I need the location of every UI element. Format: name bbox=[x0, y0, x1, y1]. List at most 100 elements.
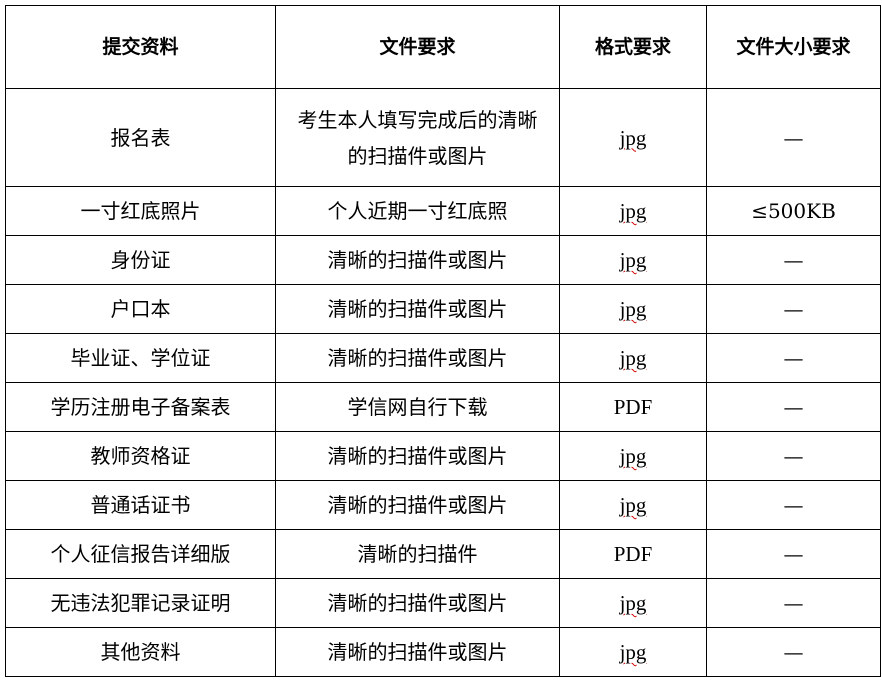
cell-requirement-text: 清晰的扫描件或图片 bbox=[327, 640, 508, 664]
table-row: 毕业证、学位证 清晰的扫描件或图片 jpg — bbox=[5, 333, 881, 383]
cell-size-text: — bbox=[783, 297, 804, 321]
cell-size: — bbox=[706, 431, 881, 481]
cell-material-text: 无违法犯罪记录证明 bbox=[50, 591, 231, 615]
cell-requirement-text: 清晰的扫描件或图片 bbox=[327, 248, 508, 272]
cell-format-text: jpg bbox=[619, 125, 647, 150]
cell-format-text: jpg bbox=[619, 199, 647, 223]
cell-size: — bbox=[706, 235, 881, 285]
cell-size: ≤500KB bbox=[706, 186, 881, 236]
cell-size: — bbox=[706, 284, 881, 334]
cell-material: 身份证 bbox=[5, 235, 276, 285]
cell-format-text: jpg bbox=[619, 444, 647, 468]
cell-size: — bbox=[706, 529, 881, 579]
cell-material-text: 一寸红底照片 bbox=[80, 199, 201, 223]
cell-format-text: jpg bbox=[619, 640, 647, 664]
cell-format-text: PDF bbox=[613, 395, 653, 419]
table-row: 普通话证书 清晰的扫描件或图片 jpg — bbox=[5, 480, 881, 530]
cell-requirement: 清晰的扫描件或图片 bbox=[275, 235, 560, 285]
cell-format: jpg bbox=[559, 284, 707, 334]
cell-size-text: ≤500KB bbox=[751, 199, 836, 223]
cell-requirement: 清晰的扫描件 bbox=[275, 529, 560, 579]
cell-size: — bbox=[706, 333, 881, 383]
cell-material: 无违法犯罪记录证明 bbox=[5, 578, 276, 628]
table-row: 个人征信报告详细版 清晰的扫描件 PDF — bbox=[5, 529, 881, 579]
cell-material-text: 其他资料 bbox=[100, 640, 181, 664]
cell-material: 学历注册电子备案表 bbox=[5, 382, 276, 432]
cell-requirement-text: 清晰的扫描件或图片 bbox=[327, 591, 508, 615]
materials-table: 提交资料 文件要求 格式要求 文件大小要求 报名表 考生本人填写完成后的清晰的扫描… bbox=[5, 5, 881, 677]
cell-requirement: 清晰的扫描件或图片 bbox=[275, 578, 560, 628]
cell-material: 教师资格证 bbox=[5, 431, 276, 481]
cell-format: jpg bbox=[559, 186, 707, 236]
table-row: 学历注册电子备案表 学信网自行下载 PDF — bbox=[5, 382, 881, 432]
cell-format: PDF bbox=[559, 529, 707, 579]
cell-material-text: 个人征信报告详细版 bbox=[50, 542, 231, 566]
cell-format-text: PDF bbox=[613, 542, 653, 566]
cell-requirement: 清晰的扫描件或图片 bbox=[275, 431, 560, 481]
header-requirement: 文件要求 bbox=[275, 5, 560, 89]
cell-size: — bbox=[706, 88, 881, 187]
table-row: 一寸红底照片 个人近期一寸红底照 jpg ≤500KB bbox=[5, 186, 881, 236]
cell-size-text: — bbox=[783, 640, 804, 664]
header-material: 提交资料 bbox=[5, 5, 276, 89]
cell-material: 户口本 bbox=[5, 284, 276, 334]
cell-format-text: jpg bbox=[619, 493, 647, 517]
table-header-row: 提交资料 文件要求 格式要求 文件大小要求 bbox=[5, 5, 881, 89]
cell-size-text: — bbox=[783, 591, 804, 615]
header-format: 格式要求 bbox=[559, 5, 707, 89]
cell-requirement-text: 清晰的扫描件或图片 bbox=[327, 493, 508, 517]
cell-requirement-text: 清晰的扫描件 bbox=[357, 542, 478, 566]
cell-size-text: — bbox=[783, 542, 804, 566]
table-row: 无违法犯罪记录证明 清晰的扫描件或图片 jpg — bbox=[5, 578, 881, 628]
cell-material: 一寸红底照片 bbox=[5, 186, 276, 236]
cell-material-text: 学历注册电子备案表 bbox=[50, 395, 231, 419]
cell-size-text: — bbox=[783, 248, 804, 272]
cell-format: PDF bbox=[559, 382, 707, 432]
cell-size-text: — bbox=[783, 346, 804, 370]
cell-size: — bbox=[706, 382, 881, 432]
cell-material: 个人征信报告详细版 bbox=[5, 529, 276, 579]
cell-material-text: 报名表 bbox=[110, 125, 171, 150]
cell-requirement-text: 考生本人填写完成后的清晰的扫描件或图片 bbox=[297, 107, 538, 168]
cell-format: jpg bbox=[559, 578, 707, 628]
cell-size: — bbox=[706, 480, 881, 530]
cell-requirement-text: 学信网自行下载 bbox=[347, 395, 488, 419]
cell-format: jpg bbox=[559, 88, 707, 187]
cell-requirement: 清晰的扫描件或图片 bbox=[275, 333, 560, 383]
cell-format: jpg bbox=[559, 235, 707, 285]
table-row: 报名表 考生本人填写完成后的清晰的扫描件或图片 jpg — bbox=[5, 88, 881, 187]
cell-format: jpg bbox=[559, 627, 707, 677]
cell-material: 报名表 bbox=[5, 88, 276, 187]
cell-material-text: 户口本 bbox=[110, 297, 171, 321]
cell-requirement: 清晰的扫描件或图片 bbox=[275, 627, 560, 677]
cell-material: 其他资料 bbox=[5, 627, 276, 677]
cell-size: — bbox=[706, 578, 881, 628]
cell-requirement-text: 个人近期一寸红底照 bbox=[327, 199, 508, 223]
cell-format: jpg bbox=[559, 431, 707, 481]
cell-format: jpg bbox=[559, 480, 707, 530]
cell-requirement: 清晰的扫描件或图片 bbox=[275, 480, 560, 530]
cell-requirement-text: 清晰的扫描件或图片 bbox=[327, 444, 508, 468]
cell-requirement: 学信网自行下载 bbox=[275, 382, 560, 432]
cell-material-text: 身份证 bbox=[110, 248, 171, 272]
cell-requirement: 考生本人填写完成后的清晰的扫描件或图片 bbox=[275, 88, 560, 187]
table-row: 其他资料 清晰的扫描件或图片 jpg — bbox=[5, 627, 881, 677]
table-row: 户口本 清晰的扫描件或图片 jpg — bbox=[5, 284, 881, 334]
cell-size-text: — bbox=[783, 444, 804, 468]
cell-material-text: 普通话证书 bbox=[90, 493, 191, 517]
cell-size-text: — bbox=[783, 395, 804, 419]
header-size: 文件大小要求 bbox=[706, 5, 881, 89]
cell-size: — bbox=[706, 627, 881, 677]
cell-requirement: 清晰的扫描件或图片 bbox=[275, 284, 560, 334]
cell-format: jpg bbox=[559, 333, 707, 383]
table-row: 教师资格证 清晰的扫描件或图片 jpg — bbox=[5, 431, 881, 481]
cell-material-text: 毕业证、学位证 bbox=[70, 346, 211, 370]
cell-requirement-text: 清晰的扫描件或图片 bbox=[327, 297, 508, 321]
cell-size-text: — bbox=[783, 125, 804, 150]
cell-requirement-text: 清晰的扫描件或图片 bbox=[327, 346, 508, 370]
cell-format-text: jpg bbox=[619, 591, 647, 615]
cell-format-text: jpg bbox=[619, 297, 647, 321]
cell-material: 毕业证、学位证 bbox=[5, 333, 276, 383]
cell-format-text: jpg bbox=[619, 346, 647, 370]
cell-requirement: 个人近期一寸红底照 bbox=[275, 186, 560, 236]
